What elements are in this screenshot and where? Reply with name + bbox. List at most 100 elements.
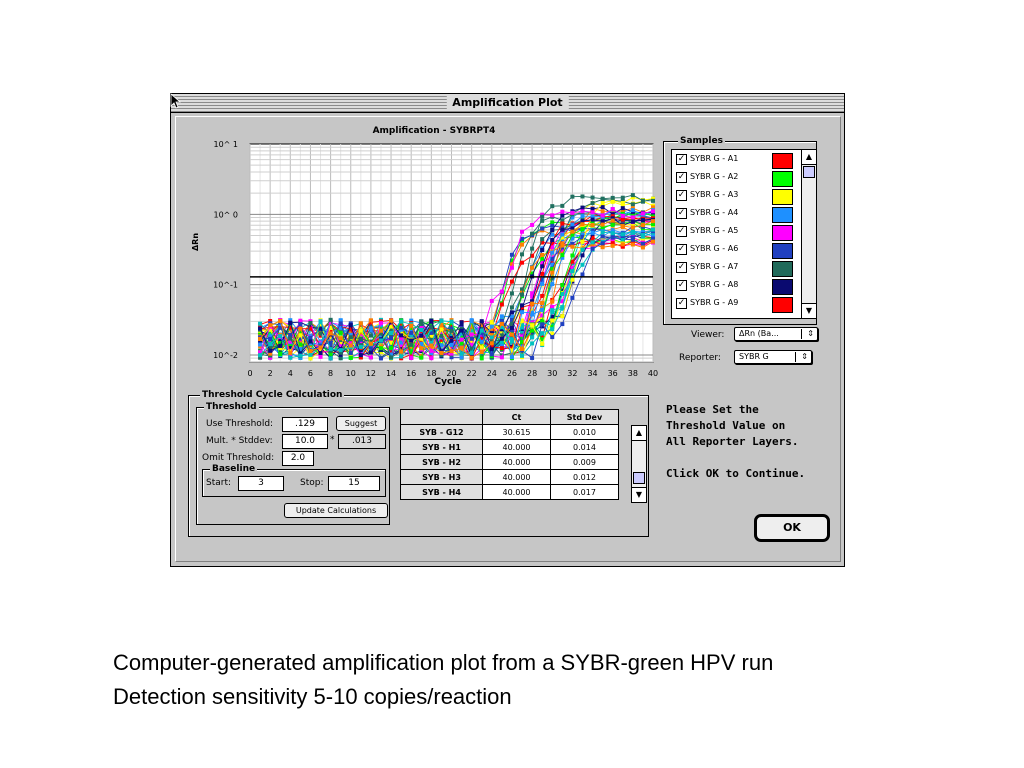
sample-checkbox[interactable]: ✓ (676, 298, 687, 309)
data-point (479, 326, 484, 331)
sample-row[interactable]: ✓ SYBR G - A1 (672, 151, 802, 169)
data-point (358, 350, 363, 355)
std-dev-cell: 0.017 (550, 484, 619, 500)
data-point (550, 223, 555, 228)
data-point (580, 222, 585, 227)
sample-row[interactable]: ✓ SYBR G - A4 (672, 205, 802, 223)
data-point (308, 326, 313, 331)
ok-button[interactable]: OK (754, 514, 830, 542)
data-point (479, 328, 484, 333)
data-point (499, 343, 504, 348)
data-point (509, 355, 514, 360)
sample-checkbox[interactable]: ✓ (676, 208, 687, 219)
sample-label: SYBR G - A3 (690, 190, 739, 199)
sample-row[interactable]: ✓ SYBR G - A3 (672, 187, 802, 205)
mult-stddev-field[interactable]: 10.0 (282, 434, 328, 449)
data-point (479, 319, 484, 324)
data-point (630, 215, 635, 220)
suggest-button[interactable]: Suggest (336, 416, 386, 431)
use-threshold-field[interactable]: .129 (282, 417, 328, 432)
scroll-thumb[interactable] (633, 472, 645, 484)
ct-table-scrollbar[interactable]: ▲ ▼ (631, 425, 647, 503)
data-point (439, 327, 444, 332)
data-point (520, 310, 525, 315)
sample-row[interactable]: ✓ SYBR G - A9 (672, 295, 802, 313)
ct-table-row[interactable]: SYB - G12 30.615 0.010 (400, 424, 619, 440)
data-point (580, 219, 585, 224)
sample-checkbox[interactable]: ✓ (676, 280, 687, 291)
scroll-down-arrow[interactable]: ▼ (802, 303, 816, 318)
data-point (489, 344, 494, 349)
sample-color-swatch[interactable] (772, 243, 793, 259)
data-point (378, 346, 383, 351)
omit-threshold-field[interactable]: 2.0 (282, 451, 314, 466)
data-point (348, 332, 353, 337)
baseline-start-field[interactable]: 3 (238, 476, 284, 491)
data-point (610, 231, 615, 236)
viewer-popup[interactable]: ΔRn (Ba... ⇕ (734, 327, 818, 341)
sample-color-swatch[interactable] (772, 225, 793, 241)
x-tick-label: 16 (406, 369, 416, 378)
data-point (318, 324, 323, 329)
sample-color-swatch[interactable] (772, 261, 793, 277)
reporter-popup[interactable]: SYBR G ⇕ (734, 350, 812, 364)
sample-checkbox[interactable]: ✓ (676, 154, 687, 165)
sample-color-swatch[interactable] (772, 207, 793, 223)
sample-color-swatch[interactable] (772, 279, 793, 295)
data-point (540, 237, 545, 242)
sample-row[interactable]: ✓ SYBR G - A5 (672, 223, 802, 241)
sample-checkbox[interactable]: ✓ (676, 190, 687, 201)
sample-checkbox[interactable]: ✓ (676, 244, 687, 255)
sample-row[interactable]: ✓ SYBR G - A7 (672, 259, 802, 277)
scroll-up-arrow[interactable]: ▲ (802, 150, 816, 165)
ct-table-row[interactable]: SYB - H4 40.000 0.017 (400, 484, 619, 500)
y-tick-labels: 10^ 1 10^ 0 10^-1 10^-2 (213, 140, 238, 360)
ct-table-row[interactable]: SYB - H2 40.000 0.009 (400, 454, 619, 470)
data-point (328, 320, 333, 325)
data-point (368, 341, 373, 346)
sample-row[interactable]: ✓ SYBR G - A8 (672, 277, 802, 295)
ct-value-cell: 40.000 (482, 439, 551, 455)
std-dev-header: Std Dev (550, 409, 619, 425)
data-point (489, 298, 494, 303)
data-point (600, 200, 605, 205)
data-point (610, 198, 615, 203)
samples-list[interactable]: ✓ SYBR G - A1 ✓ SYBR G - A2 ✓ SYBR G - A3 ✓ SYB… (671, 149, 803, 319)
data-point (509, 279, 514, 284)
data-point (520, 260, 525, 265)
ct-table-row[interactable]: SYB - H1 40.000 0.014 (400, 439, 619, 455)
data-point (550, 238, 555, 243)
data-point (520, 329, 525, 334)
data-point (600, 222, 605, 227)
update-calculations-button[interactable]: Update Calculations (284, 503, 388, 518)
data-point (630, 212, 635, 217)
sample-checkbox[interactable]: ✓ (676, 262, 687, 273)
data-point (620, 237, 625, 242)
sample-row[interactable]: ✓ SYBR G - A2 (672, 169, 802, 187)
ct-table-row[interactable]: SYB - H3 40.000 0.012 (400, 469, 619, 485)
data-point (550, 204, 555, 209)
data-point (580, 247, 585, 252)
baseline-stop-field[interactable]: 15 (328, 476, 380, 491)
sample-color-swatch[interactable] (772, 153, 793, 169)
sample-color-swatch[interactable] (772, 171, 793, 187)
scroll-up-arrow[interactable]: ▲ (632, 426, 646, 441)
sample-checkbox[interactable]: ✓ (676, 172, 687, 183)
data-point (640, 218, 645, 223)
sample-label: SYBR G - A7 (690, 262, 739, 271)
sample-checkbox[interactable]: ✓ (676, 226, 687, 237)
samples-scrollbar[interactable]: ▲ ▼ (801, 149, 817, 319)
window-titlebar[interactable]: Amplification Plot (171, 94, 844, 113)
scroll-down-arrow[interactable]: ▼ (632, 487, 646, 502)
ct-header: Ct (482, 409, 551, 425)
data-point (651, 222, 655, 227)
data-point (540, 341, 545, 346)
data-point (570, 253, 575, 258)
data-point (469, 343, 474, 348)
sample-color-swatch[interactable] (772, 189, 793, 205)
data-point (610, 222, 615, 227)
sample-color-swatch[interactable] (772, 297, 793, 313)
sample-row[interactable]: ✓ SYBR G - A6 (672, 241, 802, 259)
threshold-group (196, 407, 390, 525)
scroll-thumb[interactable] (803, 166, 815, 178)
